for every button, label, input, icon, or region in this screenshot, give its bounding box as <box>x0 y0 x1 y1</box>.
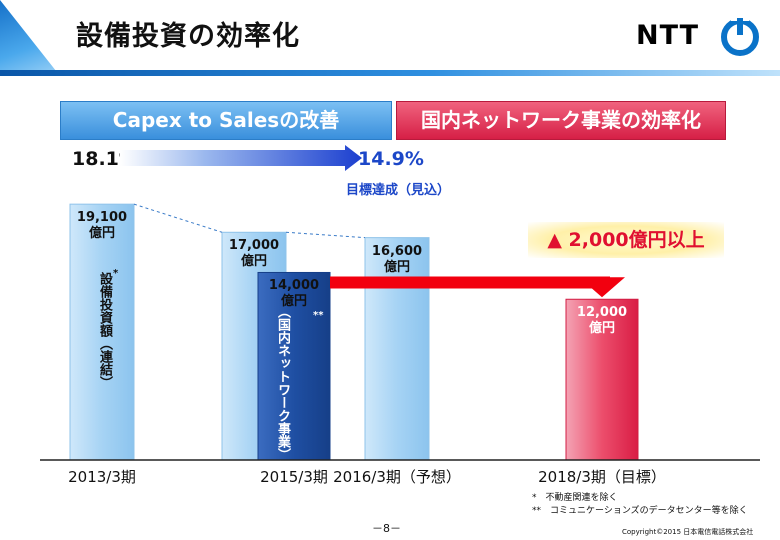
domestic-marker: ** <box>313 310 324 321</box>
bar-value-label: 19,100 億円 <box>76 210 128 242</box>
x-tick-label: 2013/3期 <box>68 468 136 486</box>
footnote-1: * 不動産関連を除く <box>532 493 618 503</box>
capex-ratio-start: 18.1% <box>72 148 138 170</box>
target-status: 目標達成（見込） <box>346 183 451 198</box>
bar-value-label: 16,600 億円 <box>371 243 423 275</box>
consolidated-series-label: 設備投資額（連結） <box>97 272 112 389</box>
trend-line <box>285 231 366 239</box>
page-title: 設備投資の効率化 <box>76 21 300 52</box>
trend-line <box>133 203 223 233</box>
reduction-label: ▲ 2,000億円以上 <box>528 222 724 258</box>
ntt-logo-text: NTT <box>636 20 700 51</box>
copyright: Copyright©2015 日本電信電話株式会社 <box>622 528 754 536</box>
domestic-efficiency-banner: 国内ネットワーク事業の効率化 <box>396 101 726 140</box>
x-tick-label: 2018/3期（目標） <box>538 468 666 486</box>
footnote-2: ** コミュニケーションズのデータセンター等を除く <box>532 506 748 516</box>
ntt-logo-icon <box>721 16 759 56</box>
header-rule <box>0 70 780 76</box>
x-tick-label: 2016/3期（予想） <box>333 468 461 486</box>
consolidated-marker: * <box>113 268 119 279</box>
capex-banner: Capex to Salesの改善 <box>60 101 392 140</box>
domestic-series-label: （国内ネットワーク事業）設備投資額 <box>275 305 290 526</box>
bar-value-label: 14,000 億円 <box>268 278 320 310</box>
x-tick-label: 2015/3期 <box>260 468 328 486</box>
header-accent <box>0 0 60 76</box>
ratio-arrow <box>120 145 362 171</box>
page-number: －8－ <box>372 522 401 535</box>
bar-value-label: 12,000 億円 <box>576 305 628 337</box>
reduction-arrow <box>330 276 625 298</box>
capex-ratio-end: 14.9% <box>358 148 424 170</box>
bar-value-label: 17,000 億円 <box>228 238 280 270</box>
